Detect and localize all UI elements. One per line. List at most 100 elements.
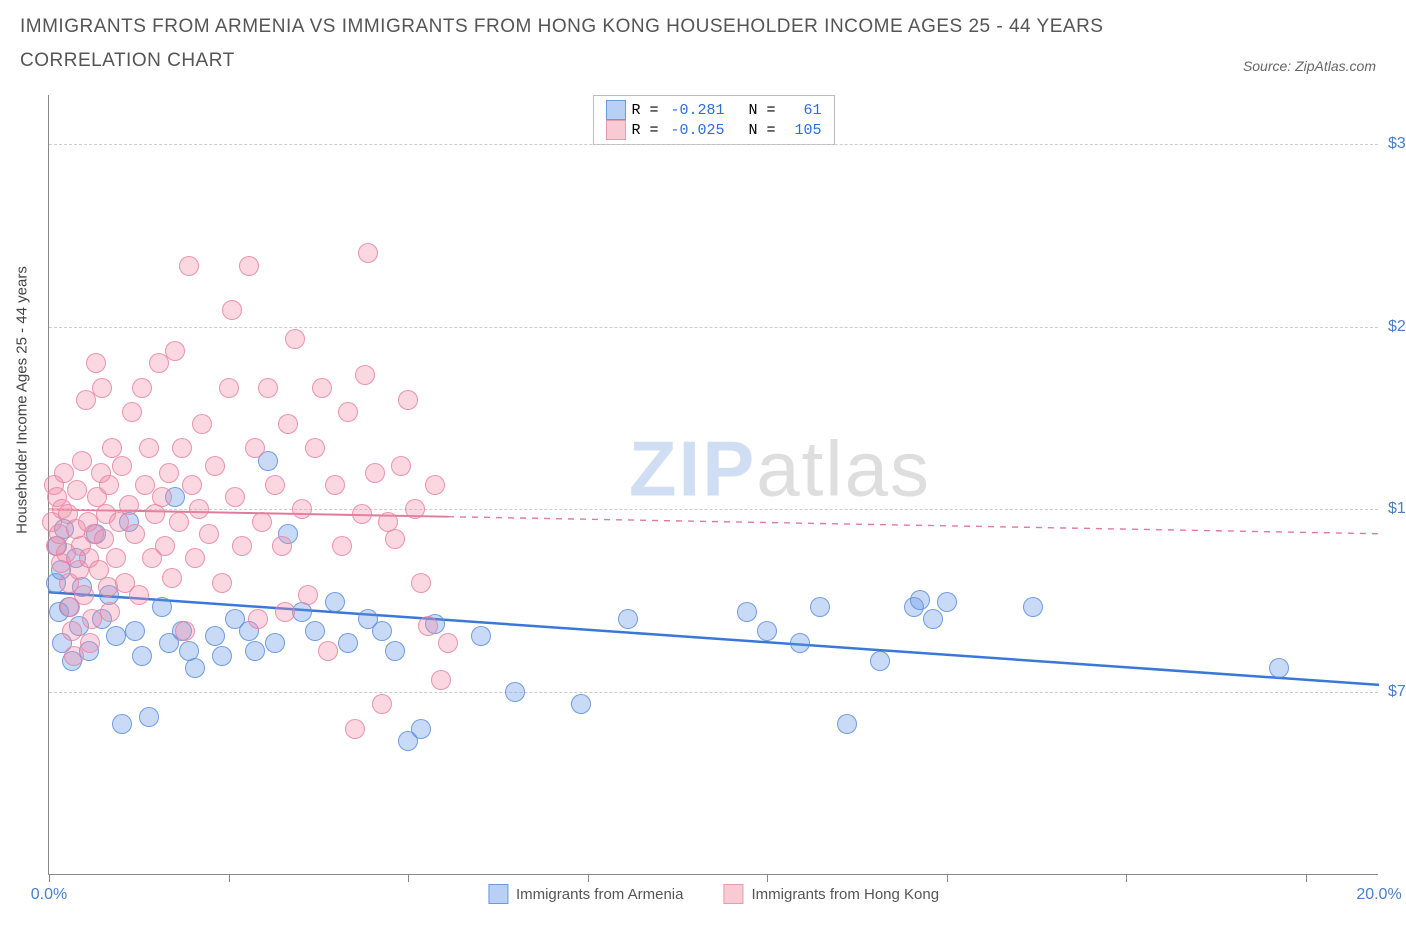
y-tick-label: $150,000	[1388, 500, 1406, 518]
scatter-point	[305, 438, 325, 458]
scatter-point	[225, 487, 245, 507]
scatter-point	[165, 341, 185, 361]
scatter-point	[172, 438, 192, 458]
x-tick	[1306, 874, 1307, 882]
series-legend-item: Immigrants from Hong Kong	[723, 884, 939, 904]
scatter-point	[372, 621, 392, 641]
x-tick	[588, 874, 589, 882]
scatter-point	[67, 480, 87, 500]
scatter-point	[425, 475, 445, 495]
y-tick-label: $75,000	[1388, 683, 1406, 701]
scatter-point	[737, 602, 757, 622]
y-axis-label: Householder Income Ages 25 - 44 years	[14, 266, 31, 534]
scatter-point	[325, 592, 345, 612]
scatter-point	[62, 621, 82, 641]
scatter-point	[86, 353, 106, 373]
scatter-point	[219, 378, 239, 398]
scatter-point	[325, 475, 345, 495]
scatter-point	[122, 402, 142, 422]
x-tick	[49, 874, 50, 882]
legend-swatch-blue	[488, 884, 508, 904]
scatter-point	[278, 414, 298, 434]
scatter-point	[189, 499, 209, 519]
scatter-point	[248, 609, 268, 629]
scatter-point	[352, 504, 372, 524]
scatter-point	[139, 438, 159, 458]
scatter-point	[192, 414, 212, 434]
scatter-point	[418, 616, 438, 636]
scatter-point	[332, 536, 352, 556]
scatter-point	[106, 626, 126, 646]
scatter-point	[937, 592, 957, 612]
scatter-point	[72, 451, 92, 471]
scatter-point	[272, 536, 292, 556]
x-tick	[947, 874, 948, 882]
scatter-point	[232, 536, 252, 556]
scatter-point	[355, 365, 375, 385]
scatter-point	[292, 499, 312, 519]
source-attribution: Source: ZipAtlas.com	[1243, 58, 1376, 74]
scatter-point	[471, 626, 491, 646]
scatter-point	[505, 682, 525, 702]
scatter-point	[119, 495, 139, 515]
scatter-point	[222, 300, 242, 320]
x-tick-label: 0.0%	[31, 886, 67, 904]
scatter-point	[74, 585, 94, 605]
scatter-point	[275, 602, 295, 622]
scatter-point	[372, 694, 392, 714]
scatter-point	[305, 621, 325, 641]
scatter-point	[391, 456, 411, 476]
scatter-point	[338, 402, 358, 422]
scatter-point	[205, 456, 225, 476]
scatter-point	[169, 512, 189, 532]
scatter-chart: ZIPatlas R = -0.281 N = 61 R = -0.025 N …	[48, 95, 1378, 875]
scatter-point	[618, 609, 638, 629]
scatter-point	[179, 256, 199, 276]
scatter-point	[106, 548, 126, 568]
scatter-point	[155, 536, 175, 556]
scatter-point	[398, 390, 418, 410]
trendlines	[49, 95, 1379, 875]
scatter-point	[810, 597, 830, 617]
scatter-point	[139, 707, 159, 727]
scatter-point	[790, 633, 810, 653]
scatter-point	[870, 651, 890, 671]
scatter-point	[285, 329, 305, 349]
series-legend: Immigrants from Armenia Immigrants from …	[488, 884, 939, 904]
scatter-point	[245, 438, 265, 458]
scatter-point	[162, 568, 182, 588]
scatter-point	[837, 714, 857, 734]
scatter-point	[338, 633, 358, 653]
scatter-point	[431, 670, 451, 690]
scatter-point	[145, 504, 165, 524]
series-legend-item: Immigrants from Armenia	[488, 884, 684, 904]
scatter-point	[411, 573, 431, 593]
series-legend-label: Immigrants from Armenia	[516, 886, 684, 903]
scatter-point	[92, 378, 112, 398]
chart-title: IMMIGRANTS FROM ARMENIA VS IMMIGRANTS FR…	[20, 10, 1120, 78]
scatter-point	[159, 463, 179, 483]
y-tick-label: $225,000	[1388, 318, 1406, 336]
scatter-point	[757, 621, 777, 641]
scatter-point	[132, 378, 152, 398]
scatter-point	[98, 577, 118, 597]
scatter-point	[80, 633, 100, 653]
y-tick-label: $300,000	[1388, 135, 1406, 153]
scatter-point	[185, 548, 205, 568]
scatter-point	[365, 463, 385, 483]
scatter-point	[212, 646, 232, 666]
gridline	[49, 327, 1378, 328]
scatter-point	[76, 390, 96, 410]
scatter-point	[129, 585, 149, 605]
scatter-point	[298, 585, 318, 605]
scatter-point	[910, 590, 930, 610]
gridline	[49, 692, 1378, 693]
scatter-point	[438, 633, 458, 653]
scatter-point	[265, 475, 285, 495]
scatter-point	[199, 524, 219, 544]
scatter-point	[132, 646, 152, 666]
gridline	[49, 509, 1378, 510]
scatter-point	[239, 256, 259, 276]
legend-swatch-pink	[723, 884, 743, 904]
scatter-point	[149, 353, 169, 373]
